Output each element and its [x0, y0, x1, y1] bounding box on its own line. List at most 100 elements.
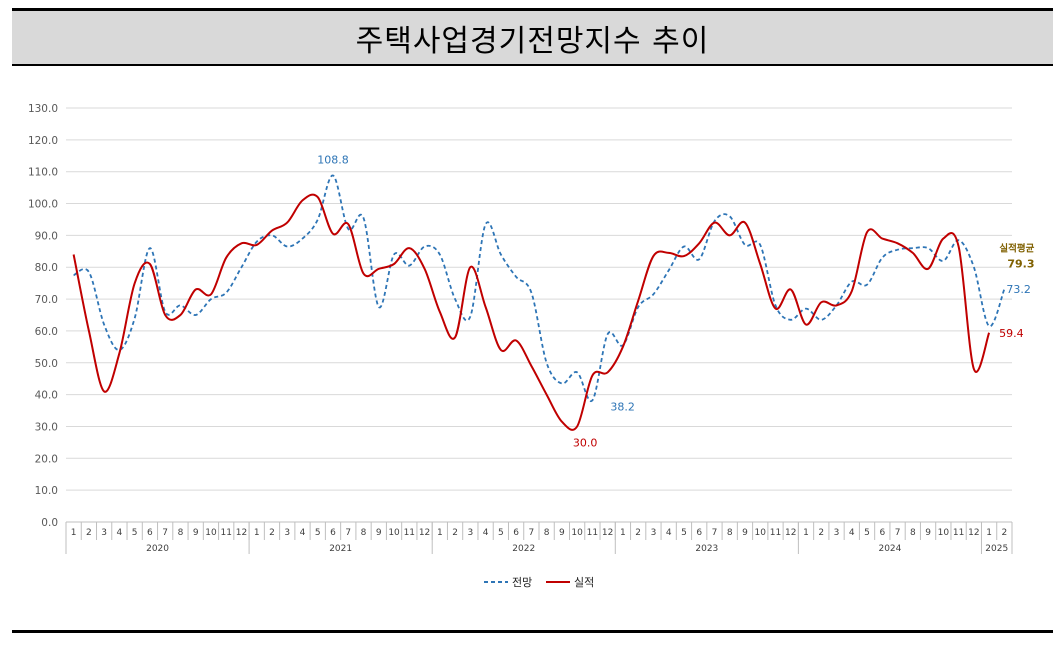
- month-tick-label: 11: [587, 528, 598, 538]
- data-label: 73.2: [1006, 283, 1031, 296]
- month-tick-label: 9: [559, 528, 565, 538]
- legend-label: 전망: [512, 576, 532, 589]
- grid: [66, 107, 1012, 523]
- month-tick-label: 12: [602, 528, 613, 538]
- year-label: 2023: [695, 544, 718, 554]
- y-tick-label: 110.0: [28, 167, 58, 179]
- month-tick-label: 10: [205, 528, 217, 538]
- month-tick-label: 4: [117, 528, 123, 538]
- month-tick-label: 4: [849, 528, 855, 538]
- month-tick-label: 10: [571, 528, 583, 538]
- legend: 전망 실적: [484, 576, 594, 589]
- month-tick-label: 2: [269, 528, 275, 538]
- annotation-label: 실적평균: [999, 242, 1034, 254]
- month-tick-label: 7: [712, 528, 718, 538]
- month-tick-label: 8: [178, 528, 184, 538]
- month-tick-label: 5: [681, 528, 687, 538]
- month-tick-label: 12: [236, 528, 247, 538]
- series-line-actual: [72, 193, 991, 431]
- title-bottom-rule: [12, 64, 1053, 66]
- month-tick-label: 12: [968, 528, 979, 538]
- y-tick-label: 40.0: [35, 390, 58, 402]
- line-chart: 0.0 10.0 20.0 30.0 40.0 50.0 60.0 70.0 80.0 90.0 1…: [28, 103, 1035, 589]
- month-tick-label: 1: [620, 528, 626, 538]
- x-axis: 1 2 3 4 5 6 7 8 9 10 11 12 1 2 3 4 5 6 7 8 9 10 11 12 1 2 3 4 5 6 7 8 9 1…: [65, 521, 1013, 554]
- month-tick-label: 7: [345, 528, 351, 538]
- month-tick-label: 1: [437, 528, 443, 538]
- y-tick-label: 70.0: [35, 294, 58, 306]
- month-tick-label: 3: [467, 528, 473, 538]
- y-tick-label: 120.0: [28, 135, 58, 147]
- month-tick-label: 9: [376, 528, 382, 538]
- month-tick-label: 2: [818, 528, 824, 538]
- month-tick-label: 6: [330, 528, 336, 538]
- month-tick-label: 12: [785, 528, 796, 538]
- y-tick-label: 80.0: [35, 262, 58, 274]
- month-tick-label: 10: [755, 528, 767, 538]
- month-tick-label: 8: [727, 528, 733, 538]
- month-tick-label: 2: [452, 528, 458, 538]
- month-tick-label: 6: [879, 528, 885, 538]
- y-tick-label: 130.0: [28, 103, 58, 115]
- data-label: 38.2: [610, 400, 635, 413]
- month-tick-label: 5: [864, 528, 870, 538]
- month-tick-label: 10: [388, 528, 400, 538]
- month-tick-label: 5: [498, 528, 504, 538]
- month-tick-label: 3: [834, 528, 840, 538]
- series-lines: [72, 174, 1006, 431]
- month-tick-label: 11: [953, 528, 964, 538]
- month-tick-label: 11: [404, 528, 415, 538]
- month-tick-label: 9: [193, 528, 199, 538]
- month-tick-label: 4: [300, 528, 306, 538]
- month-tick-label: 1: [71, 528, 77, 538]
- month-tick-label: 6: [513, 528, 519, 538]
- y-tick-label: 0.0: [41, 517, 58, 529]
- data-label: 108.8: [317, 154, 349, 167]
- month-tick-label: 6: [147, 528, 153, 538]
- annotation-value: 79.3: [1007, 257, 1034, 270]
- y-tick-label: 90.0: [35, 230, 58, 242]
- month-tick-label: 9: [742, 528, 748, 538]
- y-axis: 0.0 10.0 20.0 30.0 40.0 50.0 60.0 70.0 80.0 90.0 1…: [28, 103, 58, 529]
- month-tick-label: 5: [132, 528, 138, 538]
- y-tick-label: 30.0: [35, 421, 58, 433]
- month-tick-label: 8: [910, 528, 916, 538]
- title-bar: 주택사업경기전망지수 추이: [12, 11, 1053, 64]
- month-tick-label: 3: [101, 528, 107, 538]
- month-tick-label: 4: [483, 528, 489, 538]
- year-label: 2021: [329, 544, 352, 554]
- year-label: 2020: [146, 544, 169, 554]
- month-tick-label: 8: [544, 528, 550, 538]
- y-tick-label: 100.0: [28, 199, 58, 211]
- month-tick-label: 7: [529, 528, 535, 538]
- legend-label: 실적: [574, 576, 594, 589]
- month-tick-label: 9: [925, 528, 931, 538]
- data-label: 59.4: [999, 327, 1024, 340]
- month-tick-label: 10: [938, 528, 950, 538]
- year-label: 2022: [512, 544, 535, 554]
- y-tick-label: 20.0: [35, 453, 58, 465]
- year-label: 2025: [985, 544, 1008, 554]
- title-top-rule: [12, 8, 1053, 11]
- month-tick-label: 3: [651, 528, 657, 538]
- month-tick-label: 12: [419, 528, 430, 538]
- y-tick-label: 60.0: [35, 326, 58, 338]
- month-tick-label: 2: [635, 528, 641, 538]
- y-tick-label: 10.0: [35, 485, 58, 497]
- data-labels: 108.8 38.2 30.0 73.2 59.4 실적평균 79.3: [317, 154, 1034, 450]
- month-tick-label: 1: [803, 528, 809, 538]
- year-label: 2024: [878, 544, 901, 554]
- month-tick-label: 11: [770, 528, 781, 538]
- y-tick-label: 50.0: [35, 358, 58, 370]
- month-tick-label: 1: [254, 528, 260, 538]
- month-tick-label: 2: [1002, 528, 1008, 538]
- month-tick-label: 11: [220, 528, 231, 538]
- bottom-rule: [12, 630, 1053, 633]
- month-tick-label: 6: [696, 528, 702, 538]
- month-tick-label: 7: [162, 528, 168, 538]
- month-tick-label: 5: [315, 528, 321, 538]
- chart-title: 주택사업경기전망지수 추이: [355, 23, 710, 59]
- month-tick-label: 3: [284, 528, 290, 538]
- month-tick-label: 2: [86, 528, 92, 538]
- month-tick-label: 7: [895, 528, 901, 538]
